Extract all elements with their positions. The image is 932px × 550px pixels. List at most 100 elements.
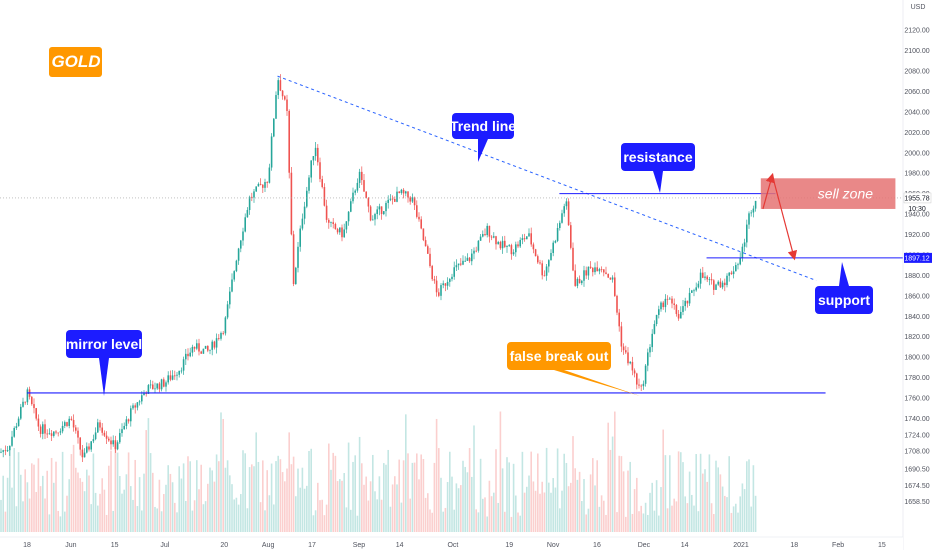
candle xyxy=(59,428,62,436)
candle-body xyxy=(160,379,163,390)
candle-body xyxy=(226,304,229,318)
volume-bar xyxy=(145,430,147,532)
volume-bar xyxy=(526,486,528,532)
candle-body xyxy=(539,262,541,264)
volume-bar xyxy=(42,475,44,532)
volume-bar xyxy=(97,505,99,532)
candle xyxy=(607,273,609,278)
candle xyxy=(477,240,480,253)
candle xyxy=(572,242,574,272)
candle xyxy=(691,289,693,293)
candle-body xyxy=(202,348,205,354)
candle xyxy=(451,273,453,282)
candle xyxy=(642,380,645,390)
candle-body xyxy=(585,270,587,276)
candle-body xyxy=(347,211,350,222)
candle xyxy=(603,269,605,277)
volume-bar xyxy=(644,502,647,532)
volume-bar xyxy=(713,514,715,532)
volume-bar xyxy=(642,513,645,532)
candle xyxy=(499,240,502,250)
y-tick-label: 1740.00 xyxy=(904,416,929,423)
candle xyxy=(167,371,169,385)
volume-bar xyxy=(741,483,744,532)
candle-body xyxy=(277,80,279,96)
candle-body xyxy=(171,375,174,380)
candle-body xyxy=(270,136,273,168)
volume-bar xyxy=(625,516,627,532)
volume-bar xyxy=(697,511,700,532)
candle-body xyxy=(97,422,99,433)
candle-body xyxy=(156,383,158,389)
current-price-tag xyxy=(903,192,932,204)
candle-body xyxy=(754,200,757,209)
trend-line-callout-text: Trend line xyxy=(450,118,516,134)
candle-body xyxy=(325,205,328,220)
candle xyxy=(312,156,315,166)
candle-body xyxy=(372,219,374,221)
candle-body xyxy=(220,332,222,339)
candle xyxy=(163,377,165,388)
candle xyxy=(2,449,4,458)
candle-body xyxy=(288,110,290,173)
volume-bar xyxy=(306,485,308,532)
candle-body xyxy=(297,246,299,268)
volume-bar xyxy=(515,495,517,532)
candle-body xyxy=(589,266,592,268)
volume-bar xyxy=(273,504,275,532)
support-callout-text: support xyxy=(818,292,870,308)
candle-body xyxy=(684,300,686,307)
candle xyxy=(647,348,649,372)
candle-body xyxy=(407,191,409,198)
candle-body xyxy=(182,359,185,371)
volume-bar xyxy=(497,502,499,532)
candle xyxy=(119,428,121,444)
candle-body xyxy=(695,287,697,291)
volume-bar xyxy=(693,505,695,532)
candle xyxy=(651,329,653,352)
drawn-lines xyxy=(0,75,923,394)
candle-body xyxy=(50,433,53,436)
candle xyxy=(398,190,400,194)
candle-body xyxy=(565,201,568,207)
candle xyxy=(669,296,671,300)
candle xyxy=(534,248,537,257)
candle xyxy=(583,265,585,287)
candle-body xyxy=(666,298,669,300)
candle xyxy=(70,416,73,421)
candle-body xyxy=(26,389,29,403)
trend-line-line xyxy=(277,75,817,281)
candle-body xyxy=(127,419,130,422)
candle xyxy=(680,306,682,319)
volume-bar xyxy=(418,479,420,532)
candle-body xyxy=(748,213,750,225)
candle-body xyxy=(290,172,293,235)
candle-body xyxy=(424,240,427,247)
candle xyxy=(323,183,326,207)
candle-body xyxy=(468,257,471,262)
candle xyxy=(356,178,359,193)
x-tick-label: 14 xyxy=(396,542,404,549)
candle-body xyxy=(691,290,693,293)
candle xyxy=(416,200,418,219)
candle-body xyxy=(248,196,251,211)
candle-body xyxy=(180,370,183,372)
volume-bar xyxy=(35,491,37,532)
candle xyxy=(125,416,128,430)
candle xyxy=(314,142,317,161)
sell-zone-group: sell zone xyxy=(760,172,896,261)
volume-bar xyxy=(191,510,194,532)
volume-bar xyxy=(314,510,317,532)
volume-bar xyxy=(455,483,458,532)
volume-bar xyxy=(123,489,125,532)
candle-body xyxy=(543,275,546,277)
candle-body xyxy=(574,270,576,286)
candle xyxy=(299,225,301,252)
candle-body xyxy=(103,432,106,436)
volume-bar xyxy=(627,470,629,532)
candle-body xyxy=(673,303,675,305)
candle xyxy=(638,378,640,389)
volume-bars xyxy=(0,411,757,532)
y-tick-label: 1860.00 xyxy=(904,293,929,300)
y-tick-label: 1840.00 xyxy=(904,314,929,321)
